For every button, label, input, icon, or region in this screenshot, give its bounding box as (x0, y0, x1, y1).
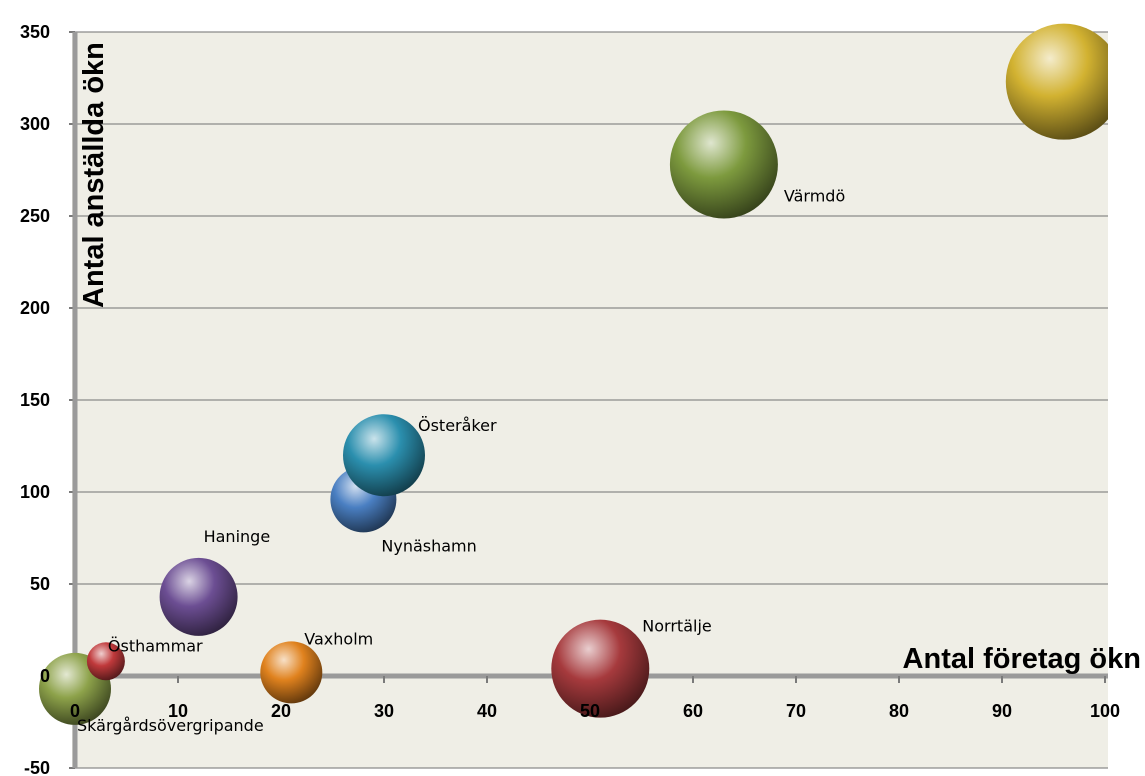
x-tick-label: 40 (477, 701, 497, 721)
point-label: Vaxholm (304, 629, 373, 648)
x-tick-label: 10 (168, 701, 188, 721)
y-tick-label: 0 (40, 666, 50, 686)
y-axis-title: Antal anställda ökn (78, 42, 110, 308)
y-tick-label: 300 (20, 114, 50, 134)
bubble (343, 414, 425, 497)
bubble (669, 110, 778, 219)
bubbles (39, 23, 1108, 725)
y-tick-label: -50 (24, 758, 50, 776)
gridlines (75, 31, 1108, 769)
x-tick-label: 0 (70, 701, 80, 721)
x-tick-label: 50 (580, 701, 600, 721)
point-label: Värmdö (784, 186, 845, 205)
y-tick-label: 150 (20, 390, 50, 410)
x-tick-label: 80 (889, 701, 909, 721)
y-tick-label: 200 (20, 298, 50, 318)
x-tick-label: 70 (786, 701, 806, 721)
y-tick-label: 100 (20, 482, 50, 502)
bubble (159, 557, 238, 636)
tick-labels: -50 0 50 100 150 200 250 300 350 0 10 20 30 40 50 60 70 8… (20, 22, 1120, 776)
x-axis-title: Antal företag ökn (903, 643, 1141, 675)
x-tick-label: 20 (271, 701, 291, 721)
point-label: Norrtälje (642, 617, 711, 636)
y-tick-label: 350 (20, 22, 50, 42)
x-tick-label: 30 (374, 701, 394, 721)
point-label: Österåker (418, 416, 497, 435)
point-labels: Skärgårdsövergripande Östhammar Haninge Vax… (77, 186, 845, 735)
bubble (551, 619, 650, 718)
y-tick-label: 50 (30, 574, 50, 594)
bubble (86, 642, 125, 681)
point-label: Haninge (204, 527, 271, 546)
x-tick-label: 90 (992, 701, 1012, 721)
bubble (1005, 23, 1108, 140)
y-tick-label: 250 (20, 206, 50, 226)
bubble (260, 641, 323, 704)
x-tick-label: 100 (1090, 701, 1120, 721)
point-label: Östhammar (108, 636, 203, 655)
point-label: Nynäshamn (381, 536, 476, 555)
point-label: Skärgårdsövergripande (77, 716, 264, 735)
x-tick-label: 60 (683, 701, 703, 721)
